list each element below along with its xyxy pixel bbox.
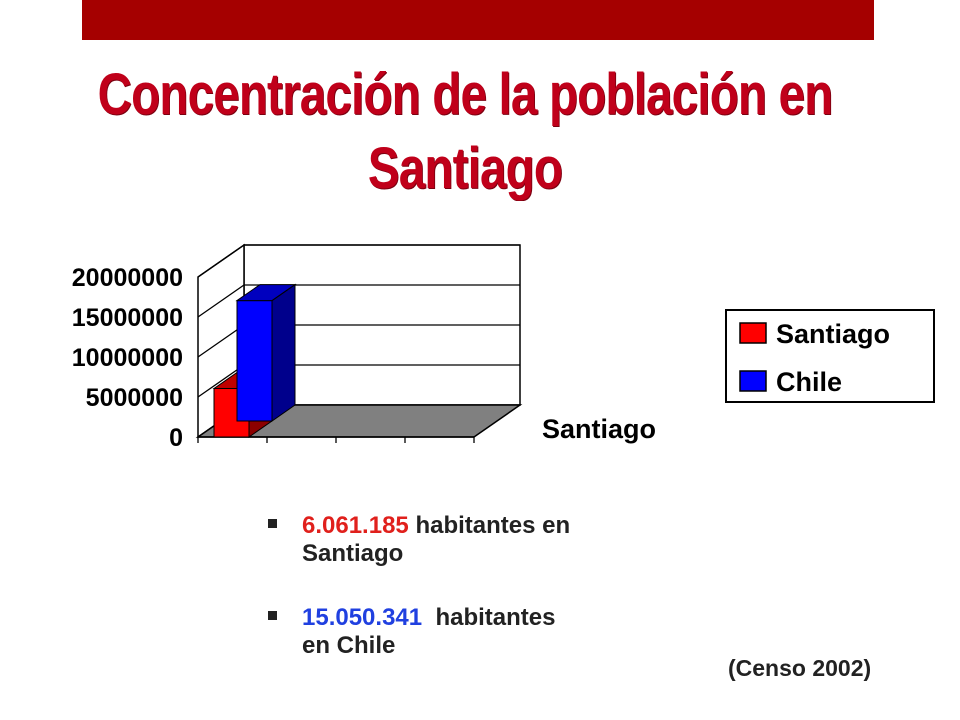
legend-label-chile: Chile (776, 367, 842, 397)
bar-front (236, 300, 273, 422)
source-note: (Censo 2002) (728, 655, 872, 681)
bar-chile (235, 283, 297, 422)
bullet-marker (268, 519, 277, 528)
y-tick-label: 5000000 (86, 384, 183, 412)
bar-side (271, 283, 296, 422)
bullet-text: habitantes en (408, 512, 571, 539)
top-accent-bar (82, 0, 874, 40)
legend-swatch-chile (739, 370, 767, 392)
bullet-text: habitantes (422, 604, 556, 631)
bullet-marker (268, 611, 277, 620)
legend-label-santiago: Santiago (776, 319, 890, 349)
bar-chart: 20000000 15000000 10000000 5000000 0 Santiag… (72, 243, 935, 452)
gridline (197, 244, 520, 278)
chart-frame (195, 243, 523, 443)
bar-top (235, 284, 297, 302)
bullet-text-line2: Santiago (302, 540, 404, 567)
bullet-list: 6.061.185 habitantes en Santiago 15.050.… (262, 512, 722, 696)
bullet-santiago: 6.061.185 habitantes en Santiago (262, 512, 722, 568)
y-tick-label: 20000000 (72, 264, 183, 292)
bars (212, 283, 297, 438)
category-label: Santiago (542, 414, 656, 444)
page-title: Concentración de la población en Santiag… (97, 62, 834, 201)
gridline (197, 284, 520, 318)
y-axis-ticks: 20000000 15000000 10000000 5000000 0 (72, 264, 183, 452)
y-tick-label: 0 (169, 424, 183, 452)
legend-swatch-santiago (739, 322, 767, 344)
legend: Santiago Chile (725, 309, 935, 403)
chile-population: 15.050.341 (302, 604, 423, 631)
santiago-population: 6.061.185 (302, 512, 409, 539)
y-tick-label: 15000000 (72, 304, 183, 332)
y-tick-label: 10000000 (72, 344, 183, 372)
bullet-text-line2: en Chile (302, 632, 396, 659)
bullet-chile: 15.050.341 habitantes en Chile (262, 604, 722, 660)
